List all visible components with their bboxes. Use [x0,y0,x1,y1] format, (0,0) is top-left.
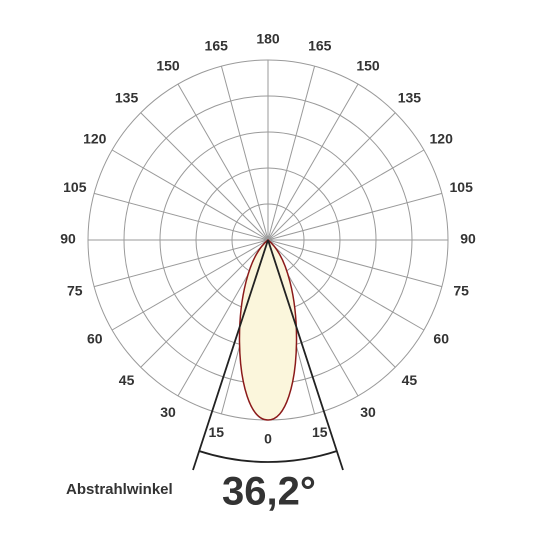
grid-spoke [267,149,425,241]
grid-spoke [94,192,269,241]
angle-label: 150 [356,57,380,73]
beam-angle-value: 36,2° [222,470,316,514]
angle-label: 75 [67,282,83,298]
angle-label: 15 [208,424,224,440]
angle-label: 90 [460,231,476,247]
angle-label: 150 [156,57,180,73]
angle-label: 30 [360,404,376,420]
grid-spoke [267,66,316,241]
angle-label: 105 [63,179,87,195]
angle-label: 45 [402,372,418,388]
grid-spoke [177,83,269,241]
angle-label: 60 [433,331,449,347]
grid-spoke [111,149,269,241]
grid-spoke [267,239,425,331]
grid-spoke [267,192,442,241]
angle-label: 15 [312,424,328,440]
grid-spoke [267,239,396,368]
grid-spoke [267,239,442,288]
grid-spoke [220,66,269,241]
grid-spoke [267,112,396,241]
angle-label: 180 [256,31,280,47]
beam-edge-line [267,239,344,471]
angle-label: 0 [264,431,272,447]
angle-label: 30 [160,404,176,420]
grid-spoke [140,239,269,368]
beam-edge-line [192,239,269,471]
angle-label: 135 [398,89,422,105]
angle-label: 75 [453,282,469,298]
beam-angle-label: Abstrahlwinkel [66,481,173,498]
angle-label: 90 [60,231,76,247]
grid-spoke [111,239,269,331]
grid-spoke [267,83,359,241]
angle-label: 135 [115,89,139,105]
angle-label: 165 [308,38,332,54]
beam-angle-arc [198,450,338,463]
angle-label: 120 [83,131,107,147]
angle-label: 165 [205,38,229,54]
light-distribution-curve [238,239,298,421]
angle-label: 105 [450,179,474,195]
grid-spoke [94,239,269,288]
angle-label: 120 [430,131,454,147]
angle-label: 60 [87,331,103,347]
angle-label: 45 [119,372,135,388]
grid-spoke [140,112,269,241]
